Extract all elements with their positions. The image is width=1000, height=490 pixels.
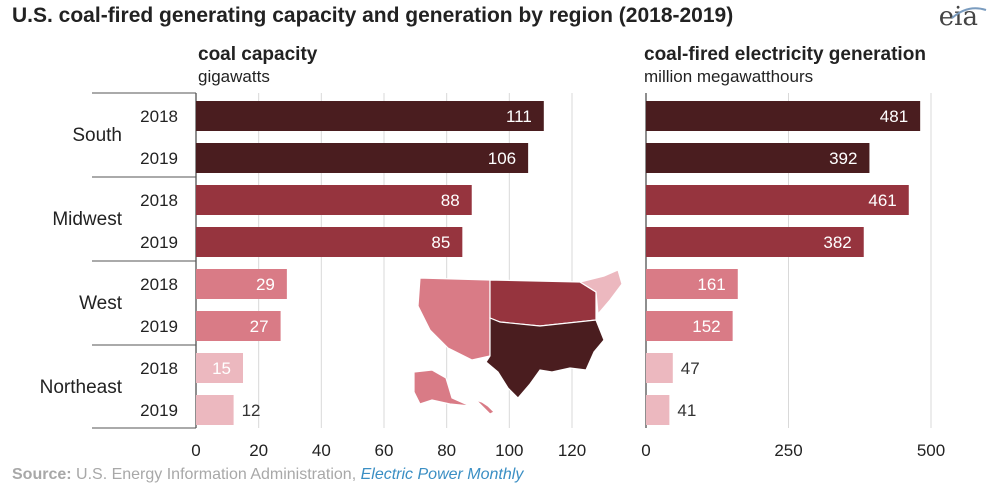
- data-label: 47: [681, 359, 700, 378]
- year-label: 2019: [140, 233, 178, 252]
- label-layer: 0 20 40 60 80 100 1201112018106201988201885201…: [40, 107, 946, 460]
- bar: [646, 143, 870, 173]
- bar-layer: [196, 101, 921, 425]
- bar: [196, 311, 281, 341]
- source-label: Source:: [12, 466, 72, 483]
- bar: [646, 185, 909, 215]
- bar: [196, 227, 463, 257]
- data-label: 152: [692, 317, 720, 336]
- data-label: 382: [823, 233, 851, 252]
- capacity-panel-unit: gigawatts: [198, 67, 270, 86]
- map-hawaii: [475, 399, 496, 415]
- map-region-south: [485, 317, 605, 399]
- data-label: 481: [880, 107, 908, 126]
- map-region-northeast: [578, 269, 623, 316]
- x-tick-label: 0: [191, 441, 200, 460]
- region-label: West: [79, 293, 123, 314]
- data-label: 111: [506, 107, 532, 126]
- bar: [646, 353, 673, 383]
- bar: [196, 143, 529, 173]
- x-tick-label: 80: [437, 441, 456, 460]
- capacity-panel-title: coal capacity: [198, 44, 318, 65]
- x-tick-label: 100: [495, 441, 523, 460]
- x-tick-label: 40: [312, 441, 331, 460]
- x-tick-label: 250: [774, 441, 802, 460]
- data-label: 88: [441, 191, 460, 210]
- source-text: U.S. Energy Information Administration,: [71, 466, 361, 483]
- year-label: 2019: [140, 317, 178, 336]
- year-label: 2018: [140, 107, 178, 126]
- map-region-midwest: [489, 279, 597, 327]
- map-alaska: [413, 369, 471, 407]
- year-label: 2019: [140, 401, 178, 420]
- bar: [646, 101, 921, 131]
- source-note: Source: U.S. Energy Information Administ…: [12, 466, 523, 484]
- data-label: 392: [829, 149, 857, 168]
- generation-panel-unit: million megawatthours: [644, 67, 813, 86]
- x-tick-label: 120: [558, 441, 586, 460]
- year-label: 2018: [140, 191, 178, 210]
- region-label: Northeast: [40, 377, 123, 398]
- data-label: 41: [677, 401, 696, 420]
- map-region-west: [417, 277, 491, 361]
- x-tick-label: 500: [917, 441, 945, 460]
- data-label: 106: [488, 149, 516, 168]
- data-label: 12: [242, 401, 261, 420]
- bar: [196, 269, 287, 299]
- year-label: 2019: [140, 149, 178, 168]
- bar: [196, 101, 544, 131]
- eia-logo: eia: [938, 2, 978, 32]
- bar: [646, 395, 670, 425]
- us-region-map: [413, 269, 623, 415]
- year-label: 2018: [140, 275, 178, 294]
- bar: [196, 353, 243, 383]
- region-label: Midwest: [52, 209, 122, 230]
- data-label: 85: [431, 233, 450, 252]
- data-label: 161: [697, 275, 725, 294]
- x-tick-label: 0: [641, 441, 650, 460]
- generation-panel-title: coal-fired electricity generation: [644, 44, 926, 65]
- data-label: 461: [868, 191, 896, 210]
- x-tick-label: 20: [249, 441, 268, 460]
- bar: [196, 185, 472, 215]
- year-label: 2018: [140, 359, 178, 378]
- bar: [646, 269, 738, 299]
- logo-swoosh-icon: [951, 7, 987, 19]
- bar: [646, 227, 864, 257]
- data-label: 27: [250, 317, 269, 336]
- bar: [196, 395, 234, 425]
- data-label: 15: [212, 359, 231, 378]
- source-link[interactable]: Electric Power Monthly: [360, 466, 524, 483]
- data-label: 29: [256, 275, 275, 294]
- region-label: South: [72, 125, 122, 146]
- chart-area: 0 20 40 60 80 100 1201112018106201988201885201…: [40, 44, 946, 460]
- chart-title: U.S. coal-fired generating capacity and …: [12, 4, 734, 27]
- bar: [646, 311, 733, 341]
- x-tick-label: 60: [375, 441, 394, 460]
